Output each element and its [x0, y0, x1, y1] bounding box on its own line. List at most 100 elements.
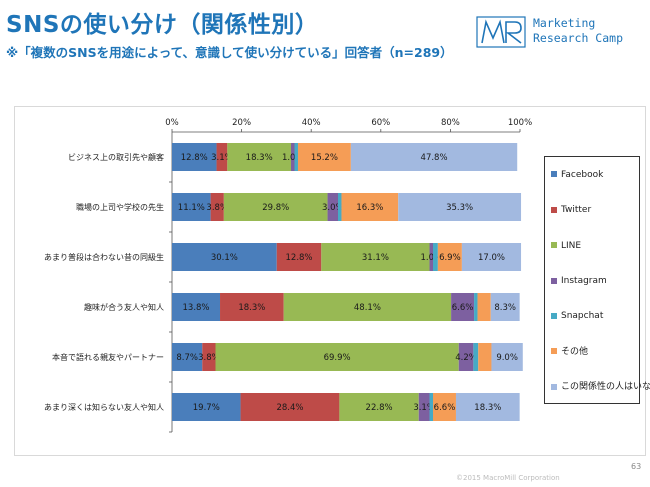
page-title: SNSの使い分け（関係性別）: [6, 12, 319, 38]
data-label: 69.9%: [324, 353, 351, 363]
data-label: 15.2%: [311, 153, 338, 163]
legend-item: Snapchat: [551, 309, 641, 323]
legend-label: Snapchat: [561, 311, 604, 322]
bar-segment: [172, 193, 211, 221]
data-label: 31.1%: [362, 253, 389, 263]
chart-legend: Facebook Twitter LINE Instagram Snapchat その他こ…: [544, 156, 650, 404]
bar-segment: [240, 393, 340, 421]
bar-segment: [339, 393, 419, 421]
data-label: 6.9%: [439, 253, 461, 263]
data-label: 29.8%: [262, 203, 289, 213]
logo-text: Marketing Research Camp: [533, 16, 623, 46]
bar-segment: [327, 193, 338, 221]
bar-segment: [297, 143, 351, 171]
bar-segment: [433, 243, 438, 271]
bar-segment: [429, 393, 433, 421]
category-label: 職場の上司や学校の先生: [76, 202, 164, 212]
x-tick-label: 20%: [232, 118, 251, 128]
data-label: 12.8%: [181, 153, 208, 163]
data-label: 18.3%: [238, 303, 265, 313]
bar-segment: [210, 193, 224, 221]
data-label: 9.0%: [496, 353, 518, 363]
data-label: 28.4%: [276, 403, 303, 413]
bar-segment: [341, 193, 399, 221]
chart-frame: [14, 106, 646, 456]
legend-swatch: [551, 206, 557, 213]
data-label: 16.3%: [356, 203, 383, 213]
x-tick-label: 60%: [371, 118, 390, 128]
bar-segment: [433, 393, 456, 421]
category-label: 趣味が合う友人や知人: [84, 302, 164, 312]
data-label: 30.1%: [211, 253, 238, 263]
data-label: 3.8%: [198, 353, 220, 363]
bar-segment: [461, 243, 522, 271]
bar-segment: [220, 293, 284, 321]
data-label: 18.3%: [474, 403, 501, 413]
data-label: 3.1%: [413, 403, 435, 413]
bar-segment: [477, 293, 491, 321]
data-label: 48.1%: [354, 303, 381, 313]
x-tick-label: 100%: [508, 118, 532, 128]
data-label: 22.8%: [366, 403, 393, 413]
category-label: あまり普段は合わない昔の同級生: [44, 252, 164, 262]
legend-label: その他: [561, 346, 589, 357]
legend-label: この関係性の人はいない: [561, 382, 650, 393]
logo-line-2: Research Camp: [533, 31, 624, 45]
bar-segment: [491, 343, 523, 371]
data-label: 3.8%: [206, 203, 228, 213]
x-tick-label: 40%: [302, 118, 321, 128]
data-label: 13.8%: [183, 303, 210, 313]
footer-copyright: ©2015 MacroMill Corporation: [456, 474, 560, 482]
data-label: 35.3%: [446, 203, 473, 213]
bar-segment: [337, 193, 342, 221]
bar-segment: [276, 243, 322, 271]
bar-segment: [215, 343, 459, 371]
bar-segment: [451, 293, 475, 321]
bar-segment: [283, 293, 452, 321]
data-label: 8.3%: [494, 303, 516, 313]
bar-segment: [490, 293, 520, 321]
category-label: ビジネス上の取引先や顧客: [68, 152, 164, 162]
legend-swatch: [551, 171, 557, 178]
bar-segment: [223, 193, 328, 221]
bar-segment: [429, 243, 433, 271]
legend-item: この関係性の人はいない: [551, 380, 650, 394]
legend-swatch: [551, 277, 557, 284]
logo-line-1: Marketing: [533, 16, 596, 30]
bar-segment: [458, 343, 474, 371]
data-label: 17.0%: [478, 253, 505, 263]
legend-swatch: [551, 242, 557, 249]
bar-segment: [202, 343, 216, 371]
data-label: 6.6%: [434, 403, 456, 413]
legend-label: Twitter: [561, 205, 592, 216]
x-tick-label: 80%: [441, 118, 460, 128]
data-label: 1.0%: [420, 253, 442, 263]
data-label: 6.6%: [452, 303, 474, 313]
legend-item: Twitter: [551, 203, 641, 217]
bar-segment: [172, 393, 241, 421]
bar-segment: [227, 143, 292, 171]
category-label: 本音で語れる親友やパートナー: [52, 352, 164, 362]
data-label: 18.3%: [246, 153, 273, 163]
category-label: あまり深くは知らない友人や知人: [44, 402, 164, 412]
legend-label: Facebook: [561, 169, 604, 180]
bar-segment: [321, 243, 430, 271]
bar-segment: [172, 243, 277, 271]
legend-item: LINE: [551, 239, 641, 253]
bar-segment: [455, 393, 520, 421]
legend-label: Instagram: [561, 276, 607, 286]
bar-segment: [437, 243, 462, 271]
legend-label: LINE: [561, 240, 582, 251]
bar-segment: [398, 193, 522, 221]
legend-swatch: [551, 383, 557, 390]
bar-segment: [216, 143, 228, 171]
data-label: 19.7%: [193, 403, 220, 413]
mr-logo-icon: [476, 16, 526, 48]
bar-segment: [474, 293, 478, 321]
page-number: 63: [631, 462, 642, 471]
page-subtitle: ※「複数のSNSを用途によって、意識して使い分けている」回答者（n=289）: [6, 45, 453, 60]
bar-segment: [473, 343, 479, 371]
data-label: 3.0%: [322, 203, 344, 213]
bar-segment: [172, 343, 203, 371]
